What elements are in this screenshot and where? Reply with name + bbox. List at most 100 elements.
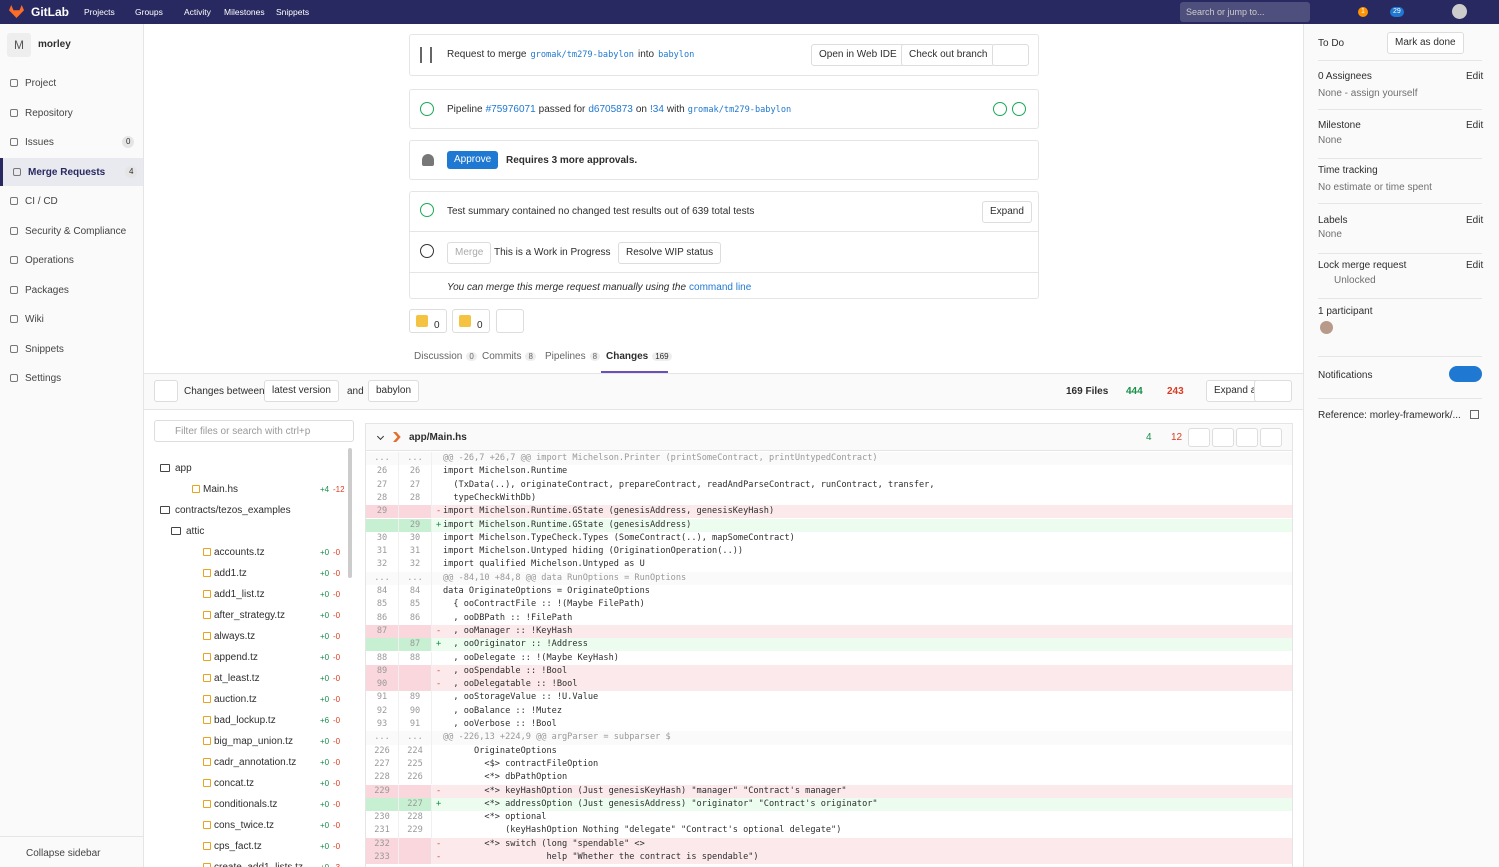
file-tree-entry[interactable]: bad_lockup.tz +6 -0 xyxy=(154,710,348,730)
approval-box: Approve Requires 3 more approvals. xyxy=(409,140,1039,180)
nav-item[interactable]: Packages xyxy=(0,276,143,304)
file-filter[interactable]: Filter files or search with ctrl+p xyxy=(154,420,354,442)
line-number xyxy=(366,518,399,532)
branch-link[interactable]: babylon xyxy=(658,50,695,60)
nav-item[interactable]: CI / CD xyxy=(0,187,143,215)
nav-item[interactable]: Project xyxy=(0,69,143,97)
nav-icon xyxy=(10,374,18,382)
diff-line: 27 27 (TxData(..), originateContract, pre… xyxy=(366,478,1292,492)
approve-button[interactable]: Approve xyxy=(447,151,499,169)
tab[interactable]: Discussion 0 xyxy=(414,351,477,362)
nav-link[interactable]: Snippets xyxy=(276,7,310,17)
pipeline-link[interactable]: !34 xyxy=(649,104,664,115)
todo-badge[interactable]: 29 xyxy=(1390,7,1404,17)
notifications-toggle[interactable] xyxy=(1449,366,1482,382)
file-tree-entry[interactable]: contracts/tezos_examples xyxy=(154,500,348,520)
tab[interactable]: Commits 8 xyxy=(482,351,536,362)
folder-icon xyxy=(160,464,170,472)
line-number: 91 xyxy=(399,718,432,732)
file-action-button[interactable] xyxy=(1188,428,1210,447)
section-value: None - assign yourself xyxy=(1318,88,1418,99)
emoji-picker[interactable] xyxy=(496,309,524,333)
mr-badge[interactable]: 1 xyxy=(1358,7,1368,17)
file-tree-entry[interactable]: after_strategy.tz +0 -0 xyxy=(154,605,348,625)
nav-item[interactable]: Issues 0 xyxy=(0,128,143,156)
edit-link[interactable]: Edit xyxy=(1466,71,1484,82)
pipeline-link[interactable]: d6705873 xyxy=(588,104,633,115)
copy-reference-button[interactable] xyxy=(1470,410,1479,419)
expand-button[interactable]: Expand xyxy=(982,201,1032,223)
file-removed: -0 xyxy=(333,821,341,830)
nav-link[interactable]: Activity xyxy=(184,7,211,17)
nav-item[interactable]: Operations xyxy=(0,246,143,274)
thumbs-up[interactable]: 0 xyxy=(409,309,447,333)
pipeline-link[interactable]: gromak/tm279-babylon xyxy=(687,105,792,115)
nav-item[interactable]: Repository xyxy=(0,99,143,127)
nav-item[interactable]: Merge Requests 4 xyxy=(0,157,143,186)
nav-item[interactable]: Settings xyxy=(0,364,143,392)
open-ide-button[interactable]: Open in Web IDE xyxy=(811,44,905,66)
line-number: 92 xyxy=(366,704,399,718)
edit-link[interactable]: Edit xyxy=(1466,260,1484,271)
dropdown-button[interactable] xyxy=(992,44,1029,66)
file-tree-entry[interactable]: cons_twice.tz +0 -0 xyxy=(154,815,348,835)
file-tree-entry[interactable]: create_add1_lists.tz +0 -3 xyxy=(154,857,348,867)
added-count: 444 xyxy=(1126,386,1143,397)
search[interactable]: Search or jump to... xyxy=(1180,2,1310,22)
nav-item[interactable]: Security & Compliance xyxy=(0,217,143,245)
file-action-button[interactable] xyxy=(1212,428,1234,447)
divider xyxy=(1318,158,1482,159)
file-tree-entry[interactable]: app xyxy=(154,458,348,478)
file-tree-entry[interactable]: conditionals.tz +0 -0 xyxy=(154,794,348,814)
pipeline-link[interactable]: #75976071 xyxy=(485,104,536,115)
file-tree-entry[interactable]: concat.tz +0 -0 xyxy=(154,773,348,793)
target-dropdown[interactable]: babylon xyxy=(368,380,420,402)
file-path[interactable]: app/Main.hs xyxy=(409,432,467,443)
resolve-wip-button[interactable]: Resolve WIP status xyxy=(618,242,722,264)
gitlab-logo xyxy=(9,5,24,18)
brand[interactable]: GitLab xyxy=(31,5,69,19)
tab[interactable]: Pipelines 8 xyxy=(545,351,601,362)
settings-button[interactable] xyxy=(1254,380,1292,402)
edit-link[interactable]: Edit xyxy=(1466,120,1484,131)
nav-item[interactable]: Snippets xyxy=(0,335,143,363)
text: with xyxy=(666,104,685,115)
collapse-sidebar[interactable]: Collapse sidebar xyxy=(0,836,143,867)
avatar[interactable] xyxy=(1452,4,1467,19)
file-tree-entry[interactable]: big_map_union.tz +0 -0 xyxy=(154,731,348,751)
stage-icon[interactable] xyxy=(1012,102,1026,116)
project-name[interactable]: morley xyxy=(38,39,71,50)
mark-done-button[interactable]: Mark as done xyxy=(1387,32,1464,54)
nav-link[interactable]: Milestones xyxy=(224,7,265,17)
stage-icon[interactable] xyxy=(993,102,1007,116)
file-tree-entry[interactable]: auction.tz +0 -0 xyxy=(154,689,348,709)
link[interactable]: command line xyxy=(689,282,752,293)
merge-button[interactable]: Merge xyxy=(447,242,492,264)
branch-link[interactable]: gromak/tm279-babylon xyxy=(530,50,634,60)
file-tree-entry[interactable]: cadr_annotation.tz +0 -0 xyxy=(154,752,348,772)
file-tree-entry[interactable]: attic xyxy=(154,521,348,541)
collapse-tree-button[interactable] xyxy=(154,380,178,402)
checkout-button[interactable]: Check out branch xyxy=(901,44,996,66)
version-dropdown[interactable]: latest version xyxy=(264,380,339,402)
file-tree-entry[interactable]: Main.hs +4 -12 xyxy=(154,479,348,499)
edit-link[interactable]: Edit xyxy=(1466,215,1484,226)
expand-all-button[interactable]: Expand all xyxy=(1206,380,1269,402)
nav-link[interactable]: Groups xyxy=(135,7,163,17)
file-tree-entry[interactable]: at_least.tz +0 -0 xyxy=(154,668,348,688)
file-tree-entry[interactable]: always.tz +0 -0 xyxy=(154,626,348,646)
file-action-button[interactable] xyxy=(1260,428,1282,447)
file-action-button[interactable] xyxy=(1236,428,1258,447)
file-tree-entry[interactable]: cps_fact.tz +0 -0 xyxy=(154,836,348,856)
file-icon xyxy=(203,653,211,661)
tab[interactable]: Changes 169 xyxy=(606,351,672,362)
file-tree-entry[interactable]: accounts.tz +0 -0 xyxy=(154,542,348,562)
nav-item[interactable]: Wiki xyxy=(0,305,143,333)
thumbs-down[interactable]: 0 xyxy=(452,309,490,333)
file-tree-entry[interactable]: append.tz +0 -0 xyxy=(154,647,348,667)
nav-link[interactable]: Projects xyxy=(84,7,115,17)
file-tree-entry[interactable]: add1.tz +0 -0 xyxy=(154,563,348,583)
code-line: , ooDBPath :: !FilePath xyxy=(443,612,573,623)
file-tree-entry[interactable]: add1_list.tz +0 -0 xyxy=(154,584,348,604)
participant-avatar[interactable] xyxy=(1320,321,1333,334)
